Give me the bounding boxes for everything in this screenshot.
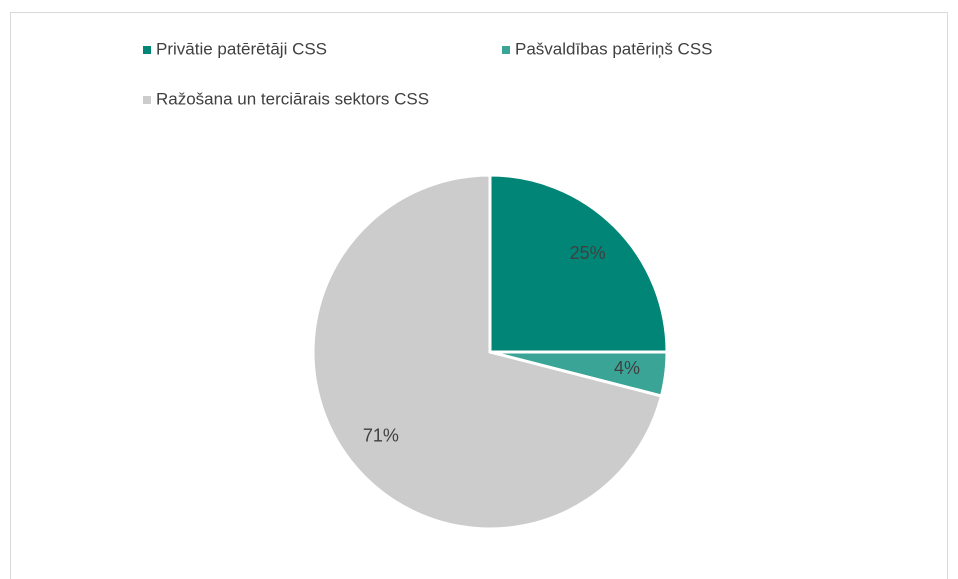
legend-label: Privātie patērētāji CSS (156, 39, 327, 58)
legend-swatch (143, 96, 151, 104)
legend-label: Pašvaldības patēriņš CSS (515, 39, 713, 58)
pie-slice (488, 173, 669, 354)
data-label: 71% (363, 425, 399, 445)
data-label: 4% (614, 358, 640, 378)
legend-label: Ražošana un terciārais sektors CSS (156, 89, 429, 108)
legend-swatch (143, 46, 151, 54)
pie-slice (311, 173, 664, 531)
legend-swatch (502, 46, 510, 54)
data-label: 25% (570, 243, 606, 263)
